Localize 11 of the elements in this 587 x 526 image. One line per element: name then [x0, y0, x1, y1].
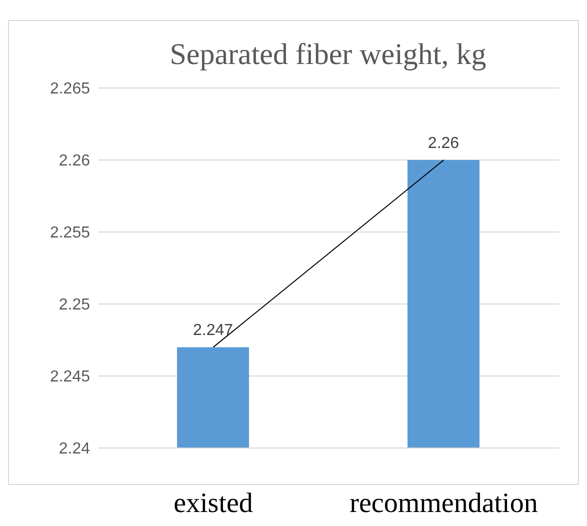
x-tick-label: recommendation [350, 488, 538, 519]
y-tick-label: 2.26 [58, 152, 90, 170]
y-tick-label: 2.25 [58, 296, 90, 314]
y-tick-label: 2.255 [50, 224, 90, 242]
chart-title: Separated fiber weight, kg [168, 38, 488, 72]
data-label: 2.26 [428, 135, 460, 152]
y-tick-label: 2.265 [50, 80, 90, 98]
y-tick-label: 2.24 [58, 440, 90, 458]
x-tick-label: existed [174, 488, 253, 519]
y-tick-label: 2.245 [50, 368, 90, 386]
data-label: 2.247 [192, 322, 234, 340]
